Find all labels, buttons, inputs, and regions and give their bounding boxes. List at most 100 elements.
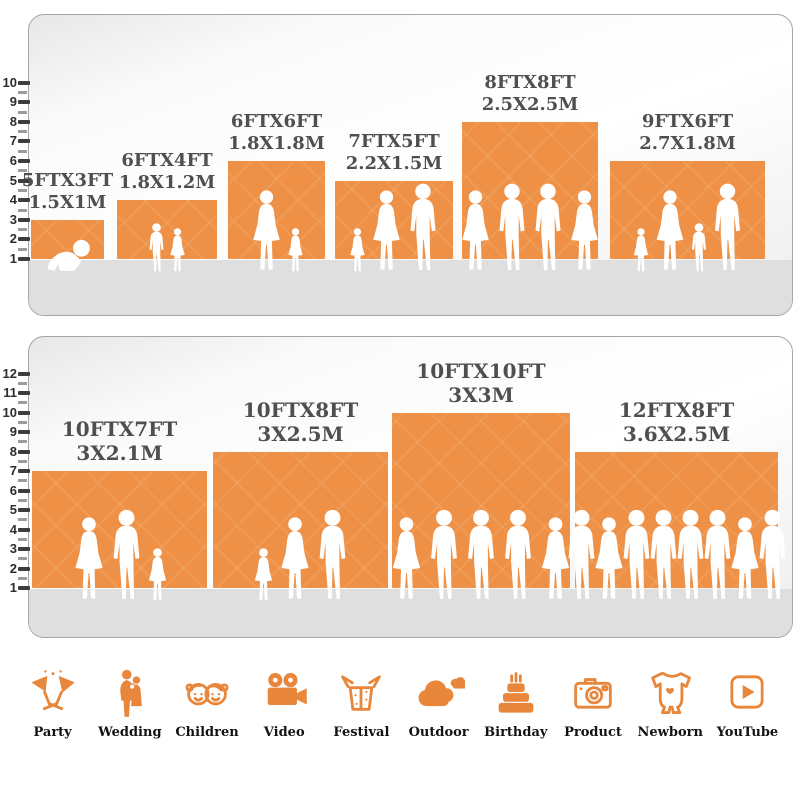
man-silhouette	[431, 509, 457, 599]
ruler-minor-tick	[18, 479, 27, 483]
ruler-major-tick	[18, 547, 30, 551]
category-item-outdoor: Outdoor	[400, 652, 477, 762]
size-ft-text: 5FTX3FT	[21, 169, 114, 191]
backdrop-size-label: 10FTX8FT 3X2.5M	[243, 398, 358, 446]
ruler-minor-tick	[18, 557, 27, 561]
boy-silhouette	[149, 223, 164, 272]
ruler-minor-tick	[18, 228, 27, 232]
category-item-party: Party	[14, 652, 91, 762]
ruler-major-tick	[18, 178, 30, 183]
woman-silhouette	[730, 517, 759, 599]
backdrop-bar	[117, 200, 217, 259]
ruler-number: 11	[3, 385, 17, 400]
ruler-number: 12	[2, 365, 17, 381]
festival-icon	[341, 675, 382, 711]
size-ft-text: 7FTX5FT	[348, 130, 440, 152]
category-item-festival: Festival	[323, 652, 400, 762]
ruler-minor-tick	[18, 537, 27, 541]
ruler-minor-tick	[18, 401, 27, 405]
ruler-major-tick	[18, 198, 30, 203]
ruler-minor-tick	[18, 169, 27, 173]
ruler-number: 7	[9, 133, 17, 149]
ruler-minor-tick	[18, 440, 27, 444]
woman-silhouette	[462, 190, 489, 270]
ruler-minor-tick	[18, 420, 27, 424]
ruler-number: 6	[9, 482, 17, 498]
backdrop-size-label: 10FTX7FT 3X2.1M	[62, 417, 177, 465]
category-item-newborn: Newborn	[632, 652, 709, 762]
size-ft-text: 10FTX8FT	[242, 397, 359, 422]
man-silhouette	[535, 183, 561, 271]
children-icon	[185, 683, 229, 706]
ruler-number: 2	[9, 231, 17, 247]
ruler-minor-tick	[18, 208, 27, 212]
ruler-minor-tick	[18, 188, 27, 192]
man-silhouette	[468, 509, 494, 599]
category-item-birthday: Birthday	[477, 652, 554, 762]
woman-silhouette	[280, 517, 309, 599]
backdrop-size-label: 12FTX8FT 3.6X2.5M	[619, 398, 734, 446]
people-silhouette-group	[630, 183, 745, 273]
category-label: Children	[175, 725, 239, 740]
category-label: Festival	[333, 725, 390, 740]
ruler-number: 3	[9, 211, 17, 227]
backdrop-size-label: 5FTX3FT 1.5X1M	[22, 170, 113, 214]
ruler-minor-tick	[18, 110, 27, 114]
ruler-number: 6	[9, 153, 17, 168]
ruler-major-tick	[18, 469, 30, 473]
ruler-major-tick	[18, 449, 30, 454]
category-label: Video	[263, 725, 305, 740]
ruler-major-tick	[18, 257, 30, 261]
size-ft-text: 6FTX4FT	[121, 150, 213, 172]
ruler-minor-tick	[18, 459, 27, 463]
ruler-number: 4	[9, 192, 17, 208]
man-silhouette	[714, 183, 740, 271]
backdrop-size-label: 9FTX6FT 2.7X1.8M	[639, 111, 736, 155]
category-label: YouTube	[716, 725, 779, 740]
ruler-major-tick	[18, 430, 30, 434]
people-silhouette-group	[457, 183, 603, 273]
ruler-major-tick	[18, 410, 30, 415]
category-legend-row: Party Wedding Children Video Festival Outdoor…	[14, 652, 786, 762]
ruler-major-tick	[18, 586, 30, 590]
ruler-number: 8	[9, 113, 17, 129]
wedding-icon	[120, 669, 142, 717]
people-silhouette-group	[251, 509, 351, 602]
category-label: Newborn	[637, 725, 703, 740]
ruler-major-tick	[18, 566, 30, 571]
man-silhouette	[677, 509, 703, 599]
ruler-number: 2	[9, 560, 17, 576]
youtube-icon	[730, 675, 764, 709]
woman-silhouette	[392, 517, 421, 599]
people-silhouette-group	[568, 509, 786, 602]
man-silhouette	[499, 183, 525, 271]
ruler-major-tick	[18, 391, 30, 395]
category-label: Birthday	[484, 725, 548, 740]
video-icon	[267, 673, 307, 705]
size-m-text: 3.6X2.5M	[622, 421, 731, 446]
ruler-minor-tick	[18, 247, 27, 251]
party-icon	[30, 670, 75, 711]
lower-size-panel: 12 11 10 9 8 7 6 5 4 3 2 1 10FTX7FT 3X2.1M 10FTX8FT 3X2…	[0, 336, 800, 638]
ruler-major-tick	[18, 80, 30, 85]
category-item-children: Children	[168, 652, 245, 762]
ruler-minor-tick	[18, 498, 27, 502]
baby-silhouette	[47, 239, 90, 271]
ruler-number: 10	[2, 74, 17, 90]
size-m-text: 1.5X1M	[28, 191, 107, 213]
size-ft-text: 8FTX8FT	[484, 71, 576, 93]
ruler-major-tick	[18, 527, 30, 532]
people-silhouette-group	[347, 183, 441, 273]
birthday-icon	[498, 672, 534, 713]
size-ft-text: 10FTX7FT	[61, 417, 178, 441]
backdrop-size-label: 7FTX5FT 2.2X1.5M	[346, 131, 443, 175]
ruler-major-tick	[18, 159, 30, 163]
category-label: Party	[33, 725, 72, 740]
size-m-text: 3X2.1M	[76, 441, 163, 465]
category-label: Product	[564, 725, 622, 740]
man-silhouette	[759, 509, 785, 599]
ruler-major-tick	[18, 237, 30, 242]
ruler-number: 4	[9, 521, 17, 537]
size-ft-text: 10FTX10FT	[416, 358, 546, 383]
